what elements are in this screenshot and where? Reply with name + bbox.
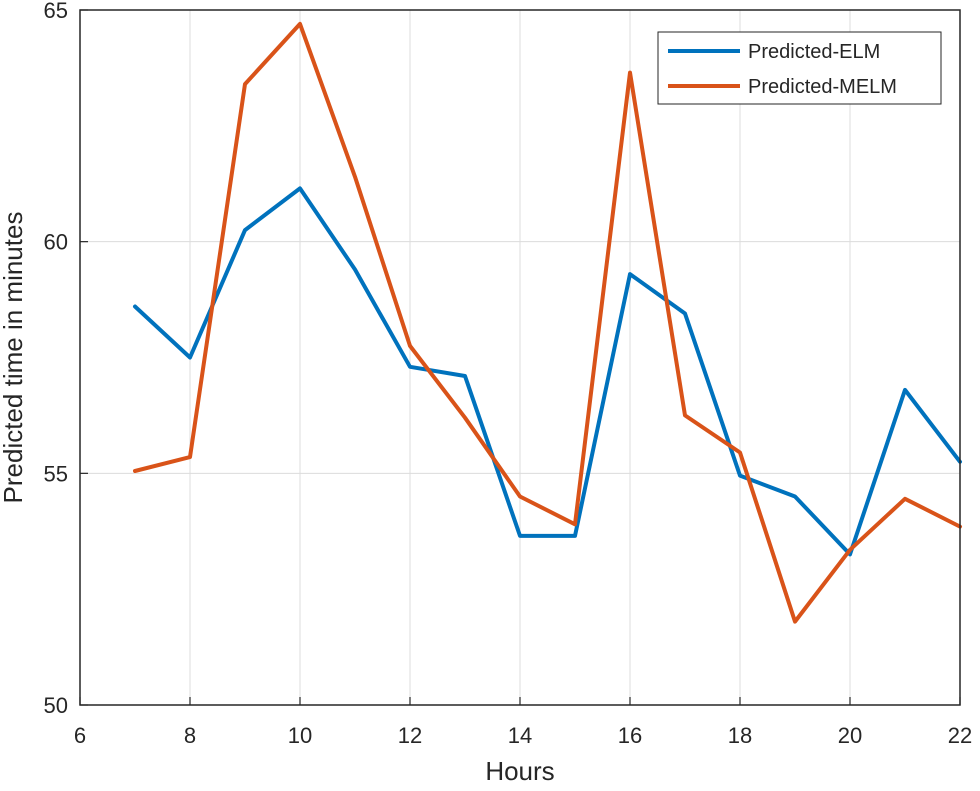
y-tick-label: 65 (44, 0, 68, 23)
legend-label-melm: Predicted-MELM (748, 76, 897, 98)
x-tick-label: 20 (838, 723, 862, 748)
y-axis-title: Predicted time in minutes (0, 212, 28, 504)
x-tick-label: 8 (184, 723, 196, 748)
y-tick-label: 60 (44, 230, 68, 255)
legend-label-elm: Predicted-ELM (748, 41, 880, 63)
x-tick-label: 18 (728, 723, 752, 748)
series-layer (133, 21, 962, 624)
y-tick-label: 55 (44, 461, 68, 486)
y-tick-label: 50 (44, 693, 68, 718)
series-line-melm (133, 21, 962, 624)
x-tick-label: 14 (508, 723, 532, 748)
x-tick-label: 12 (398, 723, 422, 748)
legend-box (657, 31, 942, 105)
legend: Predicted-ELM Predicted-MELM (657, 31, 942, 105)
x-axis-title: Hours (485, 756, 554, 786)
grid-layer (80, 10, 960, 705)
series-line-elm (133, 186, 962, 557)
x-tick-label: 10 (288, 723, 312, 748)
x-tick-label: 22 (948, 723, 972, 748)
x-tick-label: 16 (618, 723, 642, 748)
x-tick-label: 6 (74, 723, 86, 748)
tick-layer: 6 8 10 12 14 16 18 20 22 50 55 60 65 (44, 0, 973, 748)
